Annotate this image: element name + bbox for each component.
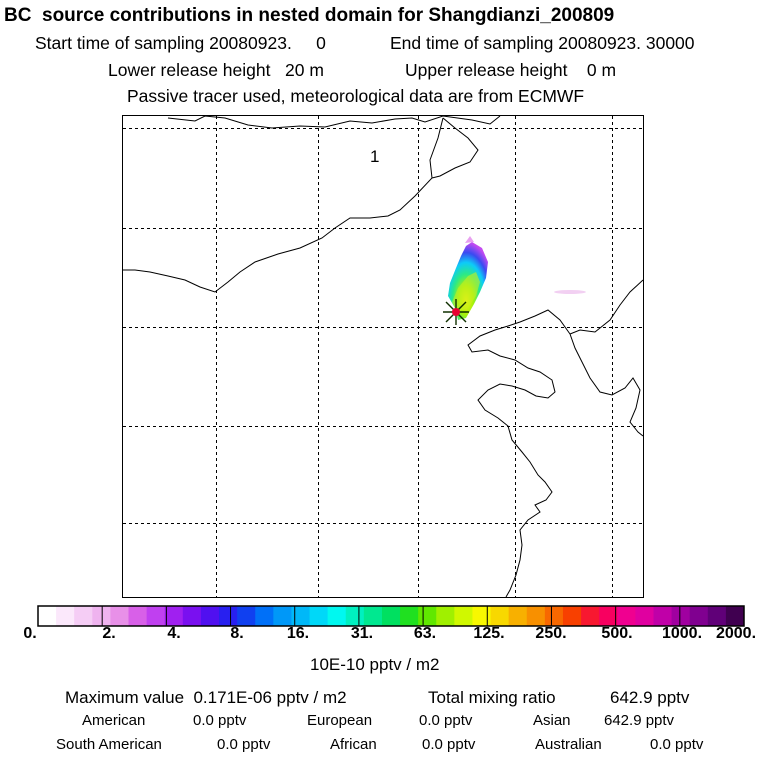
colorbar-swatch <box>472 606 492 626</box>
maximum-value: Maximum value 0.171E-06 pptv / m2 <box>65 688 347 707</box>
south-american-label: South American <box>56 736 162 753</box>
lower-release-height: Lower release height 20 m <box>108 60 324 80</box>
colorbar-swatch <box>345 606 365 626</box>
colorbar-tick-label: 4. <box>167 625 181 642</box>
colorbar-swatch <box>128 606 148 626</box>
upper-release-height: Upper release height 0 m <box>405 60 617 80</box>
colorbar-tick-label: 63. <box>413 625 437 642</box>
border-mongolia <box>123 117 444 293</box>
colorbar-tick-label: 500. <box>601 625 633 642</box>
australian-label: Australian <box>535 736 602 753</box>
graticule <box>123 116 643 597</box>
african-label: African <box>330 736 377 753</box>
colorbar-swatch <box>74 606 93 626</box>
colorbar-tick-label: 16. <box>286 625 310 642</box>
faint-patch <box>554 290 586 294</box>
colorbar-swatch <box>617 606 636 626</box>
concentration-plume <box>448 236 586 320</box>
colorbar-swatch <box>671 606 691 626</box>
boundaries <box>123 115 644 598</box>
chart-title: BC source contributions in nested domain… <box>4 5 615 26</box>
colorbar-swatch <box>400 606 419 626</box>
african-value: 0.0 pptv <box>422 736 476 753</box>
american-label: American <box>82 712 146 729</box>
colorbar-swatch <box>635 606 654 626</box>
colorbar-swatch <box>381 606 401 626</box>
start-time: Start time of sampling 20080923. 0 <box>35 33 326 53</box>
colorbar-swatch <box>327 606 347 626</box>
colorbar-swatch <box>182 606 202 626</box>
colorbar-tick-label: 250. <box>535 625 567 642</box>
colorbar-swatch <box>273 606 292 626</box>
colorbar-swatch <box>110 606 130 626</box>
colorbar-tick-label: 8. <box>230 625 244 642</box>
plume-tip <box>465 236 474 243</box>
colorbar-swatch <box>291 606 311 626</box>
border-north <box>167 115 501 129</box>
colorbar-swatch <box>418 606 437 626</box>
colorbar-swatch <box>653 606 673 626</box>
colorbar-swatch <box>237 606 256 626</box>
colorbar-swatch <box>92 606 111 626</box>
colorbar-swatch <box>219 606 238 626</box>
colorbar-swatch <box>436 606 455 626</box>
star-icon <box>443 299 469 325</box>
colorbar-swatch <box>454 606 473 626</box>
colorbar-swatch <box>526 606 546 626</box>
colorbar-unit: 10E-10 pptv / m2 <box>310 655 440 674</box>
colorbar-swatch <box>508 606 528 626</box>
colorbar-swatch <box>562 606 582 626</box>
colorbar-swatch <box>689 606 709 626</box>
coast-korea-north <box>569 279 644 335</box>
colorbar-frame <box>37 605 745 627</box>
colorbar-swatch <box>200 606 220 626</box>
total-mixing-value: 642.9 pptv <box>610 688 690 707</box>
coast-korea <box>569 333 644 437</box>
colorbar-tick-label: 31. <box>350 625 374 642</box>
end-time: End time of sampling 20080923. 30000 <box>390 33 695 53</box>
border-inner <box>431 117 479 179</box>
coast-china <box>467 309 571 598</box>
region-label: 1 <box>370 147 380 166</box>
colorbar <box>37 605 745 627</box>
european-value: 0.0 pptv <box>419 712 473 729</box>
colorbar-swatch <box>490 606 510 626</box>
colorbar-swatch <box>164 606 184 626</box>
colorbar-swatch <box>725 606 745 626</box>
colorbar-swatch <box>56 606 75 626</box>
total-mixing-label: Total mixing ratio <box>428 688 556 707</box>
american-value: 0.0 pptv <box>193 712 247 729</box>
colorbar-swatch <box>38 606 57 626</box>
south-american-value: 0.0 pptv <box>217 736 271 753</box>
colorbar-swatch <box>146 606 166 626</box>
colorbar-swatch <box>363 606 383 626</box>
colorbar-tick-label: 2000. <box>715 625 757 642</box>
tracer-note: Passive tracer used, meteorological data… <box>127 86 585 106</box>
colorbar-tick-label: 2. <box>102 625 116 642</box>
colorbar-swatch <box>707 606 727 626</box>
map-frame <box>122 115 644 598</box>
australian-value: 0.0 pptv <box>650 736 704 753</box>
european-label: European <box>307 712 373 729</box>
colorbar-tick-label: 1000. <box>661 625 703 642</box>
colorbar-swatch <box>544 606 564 626</box>
colorbar-swatch <box>309 606 329 626</box>
plume-core <box>452 272 480 312</box>
colorbar-tick-label: 125. <box>473 625 505 642</box>
colorbar-swatch <box>255 606 274 626</box>
colorbar-swatch <box>599 606 618 626</box>
colorbar-tick-label: 0. <box>23 625 37 642</box>
colorbar-swatch <box>581 606 600 626</box>
asian-label: Asian <box>533 712 571 729</box>
asian-value: 642.9 pptv <box>604 712 675 729</box>
